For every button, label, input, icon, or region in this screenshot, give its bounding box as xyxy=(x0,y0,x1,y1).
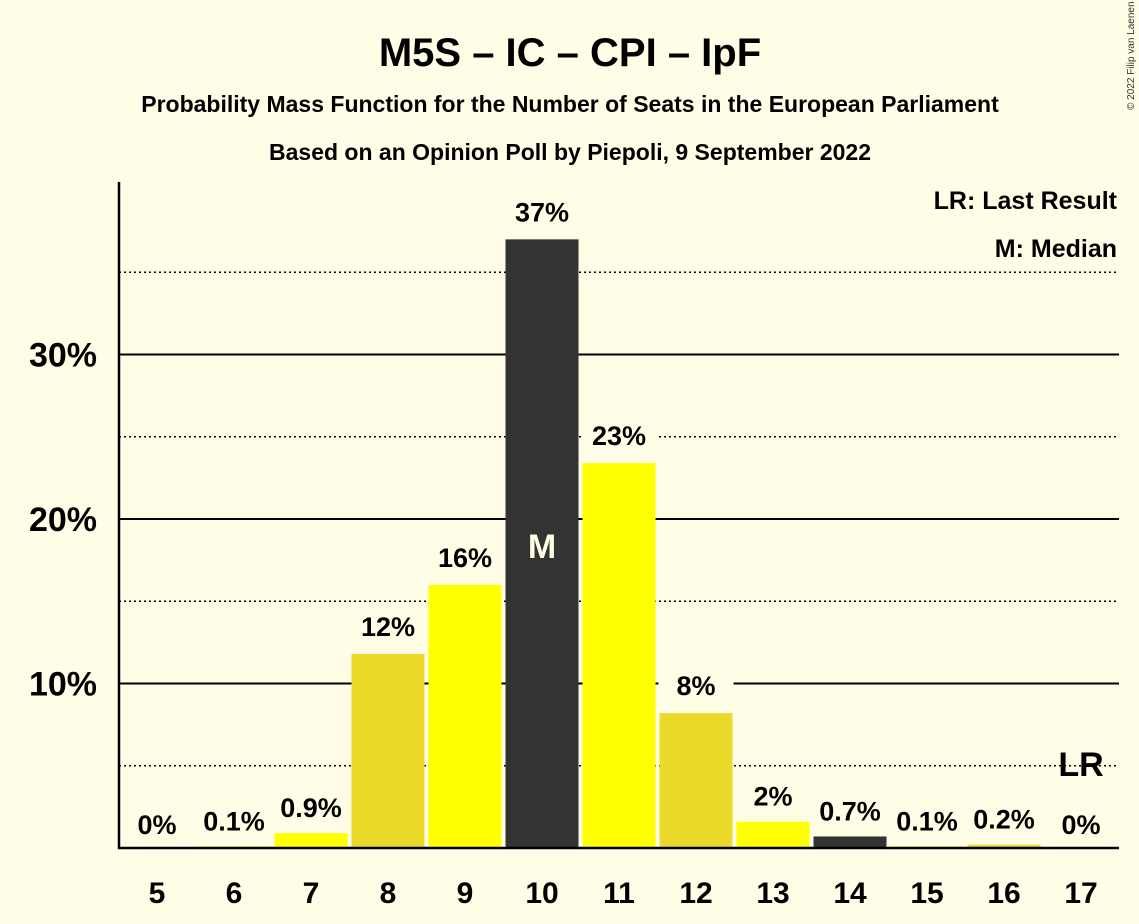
x-tick-label: 16 xyxy=(987,877,1020,910)
data-labels: 0% 0.1% 0.9% 12% 16% 37% 23% 8% 2% 0.7% 0.1% 0.2% 0%… xyxy=(137,193,1104,840)
data-label: 0.7% xyxy=(819,796,881,826)
data-label: 0.1% xyxy=(203,806,265,836)
x-tick-label: 6 xyxy=(226,877,243,910)
bar xyxy=(659,713,733,848)
bar xyxy=(813,836,887,848)
y-tick-label: 30% xyxy=(29,337,97,375)
legend-last-result: LR: Last Result xyxy=(934,187,1118,215)
x-tick-label: 10 xyxy=(525,877,558,910)
x-tick-label: 12 xyxy=(679,877,712,910)
chart-title: M5S – IC – CPI – IpF xyxy=(379,31,761,75)
last-result-marker: LR xyxy=(1058,746,1103,784)
bar xyxy=(736,821,810,848)
data-label: 8% xyxy=(676,671,715,701)
x-tick-label: 13 xyxy=(756,877,789,910)
data-label: 37% xyxy=(515,197,569,227)
data-label: 0% xyxy=(137,810,176,840)
data-label: 16% xyxy=(438,543,492,573)
copyright-notice: © 2022 Filip van Laenen xyxy=(1126,1,1137,110)
bar xyxy=(351,653,425,848)
x-tick-label: 8 xyxy=(380,877,397,910)
bar xyxy=(582,463,656,848)
data-label-background xyxy=(427,538,503,577)
x-tick-label: 14 xyxy=(833,877,867,910)
legend-median: M: Median xyxy=(995,235,1117,263)
data-label-background xyxy=(658,667,734,706)
data-label: 0.9% xyxy=(280,793,342,823)
data-label: 23% xyxy=(592,421,646,451)
axes: 10% 20% 30% 5 6 7 8 9 10 11 12 13 14 15 16 17 xyxy=(29,182,1119,910)
data-label: 2% xyxy=(753,782,792,812)
y-tick-label: 20% xyxy=(29,501,97,539)
data-label: 0.1% xyxy=(896,806,958,836)
chart-subtitle-2: Based on an Opinion Poll by Piepoli, 9 S… xyxy=(269,139,871,165)
x-tick-label: 5 xyxy=(149,877,166,910)
data-label-background xyxy=(350,607,426,646)
bar xyxy=(967,844,1041,848)
bar xyxy=(274,833,348,848)
bar xyxy=(428,584,502,848)
x-tick-label: 11 xyxy=(603,877,635,910)
x-tick-label: 15 xyxy=(910,877,943,910)
chart-subtitle-1: Probability Mass Function for the Number… xyxy=(141,91,999,117)
bars xyxy=(197,239,1041,849)
data-label: 0.2% xyxy=(973,805,1035,835)
data-label-background xyxy=(581,417,657,456)
data-label-background xyxy=(504,193,580,232)
x-tick-label: 17 xyxy=(1064,877,1097,910)
bar xyxy=(505,239,579,849)
x-tick-label: 9 xyxy=(457,877,474,910)
x-tick-label: 7 xyxy=(303,877,320,910)
y-tick-label: 10% xyxy=(29,666,97,704)
median-marker: M xyxy=(528,528,556,566)
data-label: 12% xyxy=(361,612,415,642)
data-label: 0% xyxy=(1061,810,1100,840)
